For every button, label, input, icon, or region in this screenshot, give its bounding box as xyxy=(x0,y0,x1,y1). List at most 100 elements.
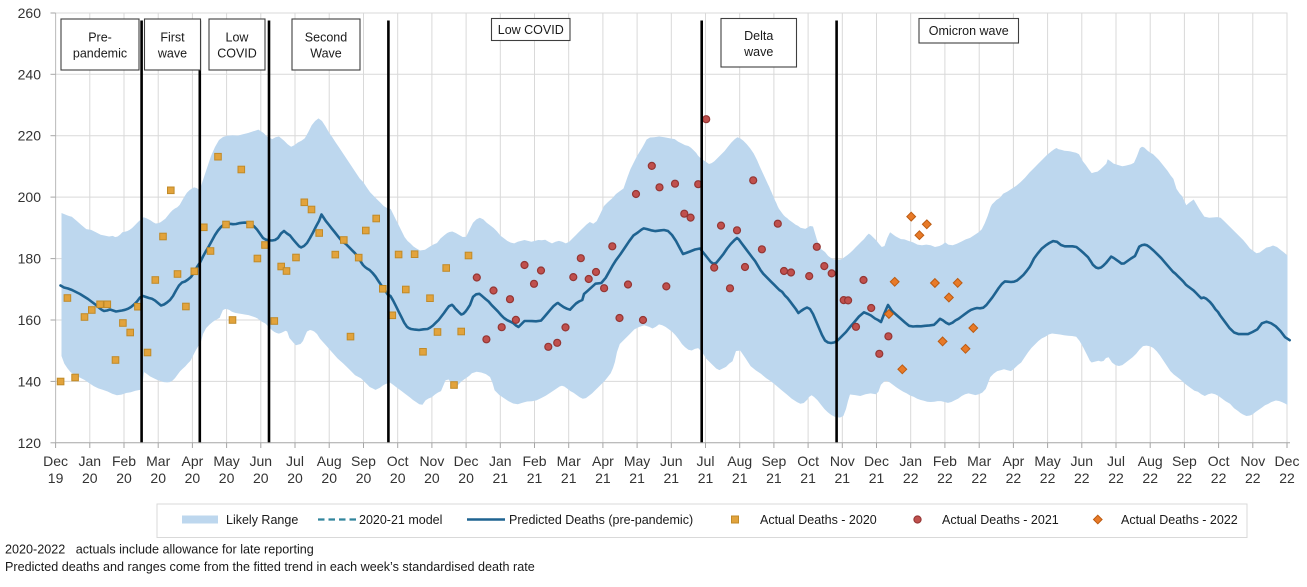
svg-text:Delta: Delta xyxy=(744,29,773,43)
svg-text:180: 180 xyxy=(18,251,42,267)
svg-text:120: 120 xyxy=(18,435,42,451)
svg-text:Jan: Jan xyxy=(79,453,102,469)
svg-text:21: 21 xyxy=(561,470,577,486)
svg-text:Dec: Dec xyxy=(43,453,68,469)
svg-text:20: 20 xyxy=(116,470,132,486)
svg-text:Oct: Oct xyxy=(1208,453,1230,469)
svg-text:20: 20 xyxy=(424,470,440,486)
svg-text:Dec: Dec xyxy=(1275,453,1300,469)
svg-text:Dec: Dec xyxy=(864,453,889,469)
svg-text:20: 20 xyxy=(458,470,474,486)
svg-text:21: 21 xyxy=(732,470,748,486)
svg-text:22: 22 xyxy=(1211,470,1227,486)
svg-text:21: 21 xyxy=(766,470,782,486)
svg-text:May: May xyxy=(624,453,650,469)
svg-text:Omicron wave: Omicron wave xyxy=(929,24,1009,38)
svg-text:COVID: COVID xyxy=(217,47,257,61)
svg-text:Nov: Nov xyxy=(419,453,444,469)
svg-text:Sep: Sep xyxy=(351,453,376,469)
svg-text:Mar: Mar xyxy=(146,453,170,469)
svg-text:Apr: Apr xyxy=(592,453,614,469)
svg-text:Feb: Feb xyxy=(933,453,957,469)
svg-text:20: 20 xyxy=(253,470,269,486)
svg-text:20: 20 xyxy=(356,470,372,486)
svg-text:Jun: Jun xyxy=(1071,453,1094,469)
svg-text:May: May xyxy=(1034,453,1060,469)
svg-text:20: 20 xyxy=(219,470,235,486)
svg-text:21: 21 xyxy=(800,470,816,486)
svg-text:20: 20 xyxy=(185,470,201,486)
svg-text:22: 22 xyxy=(1279,470,1295,486)
svg-text:Jul: Jul xyxy=(286,453,304,469)
svg-text:200: 200 xyxy=(18,189,42,205)
svg-text:21: 21 xyxy=(835,470,851,486)
svg-text:Apr: Apr xyxy=(182,453,204,469)
svg-text:20: 20 xyxy=(321,470,337,486)
svg-text:May: May xyxy=(213,453,239,469)
svg-text:21: 21 xyxy=(629,470,645,486)
svg-text:Jul: Jul xyxy=(1107,453,1125,469)
svg-text:22: 22 xyxy=(971,470,987,486)
svg-text:21: 21 xyxy=(664,470,680,486)
svg-text:Second: Second xyxy=(305,31,347,45)
svg-text:Dec: Dec xyxy=(454,453,479,469)
svg-text:Low: Low xyxy=(226,31,250,45)
svg-text:Likely Range: Likely Range xyxy=(226,513,298,527)
svg-text:20: 20 xyxy=(287,470,303,486)
svg-text:220: 220 xyxy=(18,128,42,144)
svg-text:First: First xyxy=(160,31,185,45)
svg-text:Feb: Feb xyxy=(522,453,546,469)
svg-text:Jul: Jul xyxy=(697,453,715,469)
svg-text:Feb: Feb xyxy=(112,453,136,469)
svg-text:21: 21 xyxy=(527,470,543,486)
svg-text:Low COVID: Low COVID xyxy=(498,23,564,37)
svg-text:Oct: Oct xyxy=(387,453,409,469)
svg-text:Sep: Sep xyxy=(761,453,786,469)
svg-text:22: 22 xyxy=(1245,470,1261,486)
svg-text:Jan: Jan xyxy=(899,453,922,469)
svg-text:240: 240 xyxy=(18,66,42,82)
svg-text:Nov: Nov xyxy=(1240,453,1265,469)
svg-text:21: 21 xyxy=(698,470,714,486)
svg-text:Actual Deaths - 2021: Actual Deaths - 2021 xyxy=(942,513,1059,527)
svg-text:21: 21 xyxy=(869,470,885,486)
svg-text:21: 21 xyxy=(493,470,509,486)
svg-text:140: 140 xyxy=(18,373,42,389)
svg-text:wave: wave xyxy=(743,45,773,59)
svg-text:19: 19 xyxy=(48,470,64,486)
svg-text:20: 20 xyxy=(150,470,166,486)
svg-text:22: 22 xyxy=(1040,470,1056,486)
svg-text:Aug: Aug xyxy=(1138,453,1163,469)
svg-text:pandemic: pandemic xyxy=(73,47,127,61)
svg-text:Oct: Oct xyxy=(797,453,819,469)
svg-text:Mar: Mar xyxy=(557,453,581,469)
svg-text:Wave: Wave xyxy=(310,47,342,61)
svg-text:22: 22 xyxy=(1177,470,1193,486)
svg-text:Apr: Apr xyxy=(1003,453,1025,469)
svg-text:22: 22 xyxy=(937,470,953,486)
svg-text:Pre-: Pre- xyxy=(88,31,112,45)
svg-text:22: 22 xyxy=(1142,470,1158,486)
svg-text:Aug: Aug xyxy=(727,453,752,469)
svg-text:Predicted deaths and ranges co: Predicted deaths and ranges come from th… xyxy=(5,560,535,574)
svg-text:Sep: Sep xyxy=(1172,453,1197,469)
svg-text:Jan: Jan xyxy=(489,453,512,469)
svg-text:Jun: Jun xyxy=(660,453,683,469)
svg-text:20: 20 xyxy=(390,470,406,486)
svg-text:260: 260 xyxy=(18,5,42,21)
svg-text:20: 20 xyxy=(82,470,98,486)
svg-text:Nov: Nov xyxy=(830,453,855,469)
svg-text:22: 22 xyxy=(1006,470,1022,486)
svg-text:160: 160 xyxy=(18,312,42,328)
svg-text:Aug: Aug xyxy=(317,453,342,469)
svg-text:2020-2022 actuals include al: 2020-2022 actuals include allowance for … xyxy=(5,543,314,557)
svg-text:22: 22 xyxy=(903,470,919,486)
svg-text:Actual Deaths - 2020: Actual Deaths - 2020 xyxy=(760,513,877,527)
svg-text:wave: wave xyxy=(157,47,187,61)
svg-text:2020-21 model: 2020-21 model xyxy=(359,513,442,527)
svg-text:Predicted Deaths (pre-pandemic: Predicted Deaths (pre-pandemic) xyxy=(509,513,693,527)
svg-text:21: 21 xyxy=(595,470,611,486)
svg-text:22: 22 xyxy=(1074,470,1090,486)
svg-text:Jun: Jun xyxy=(250,453,273,469)
svg-text:Actual Deaths - 2022: Actual Deaths - 2022 xyxy=(1121,513,1238,527)
